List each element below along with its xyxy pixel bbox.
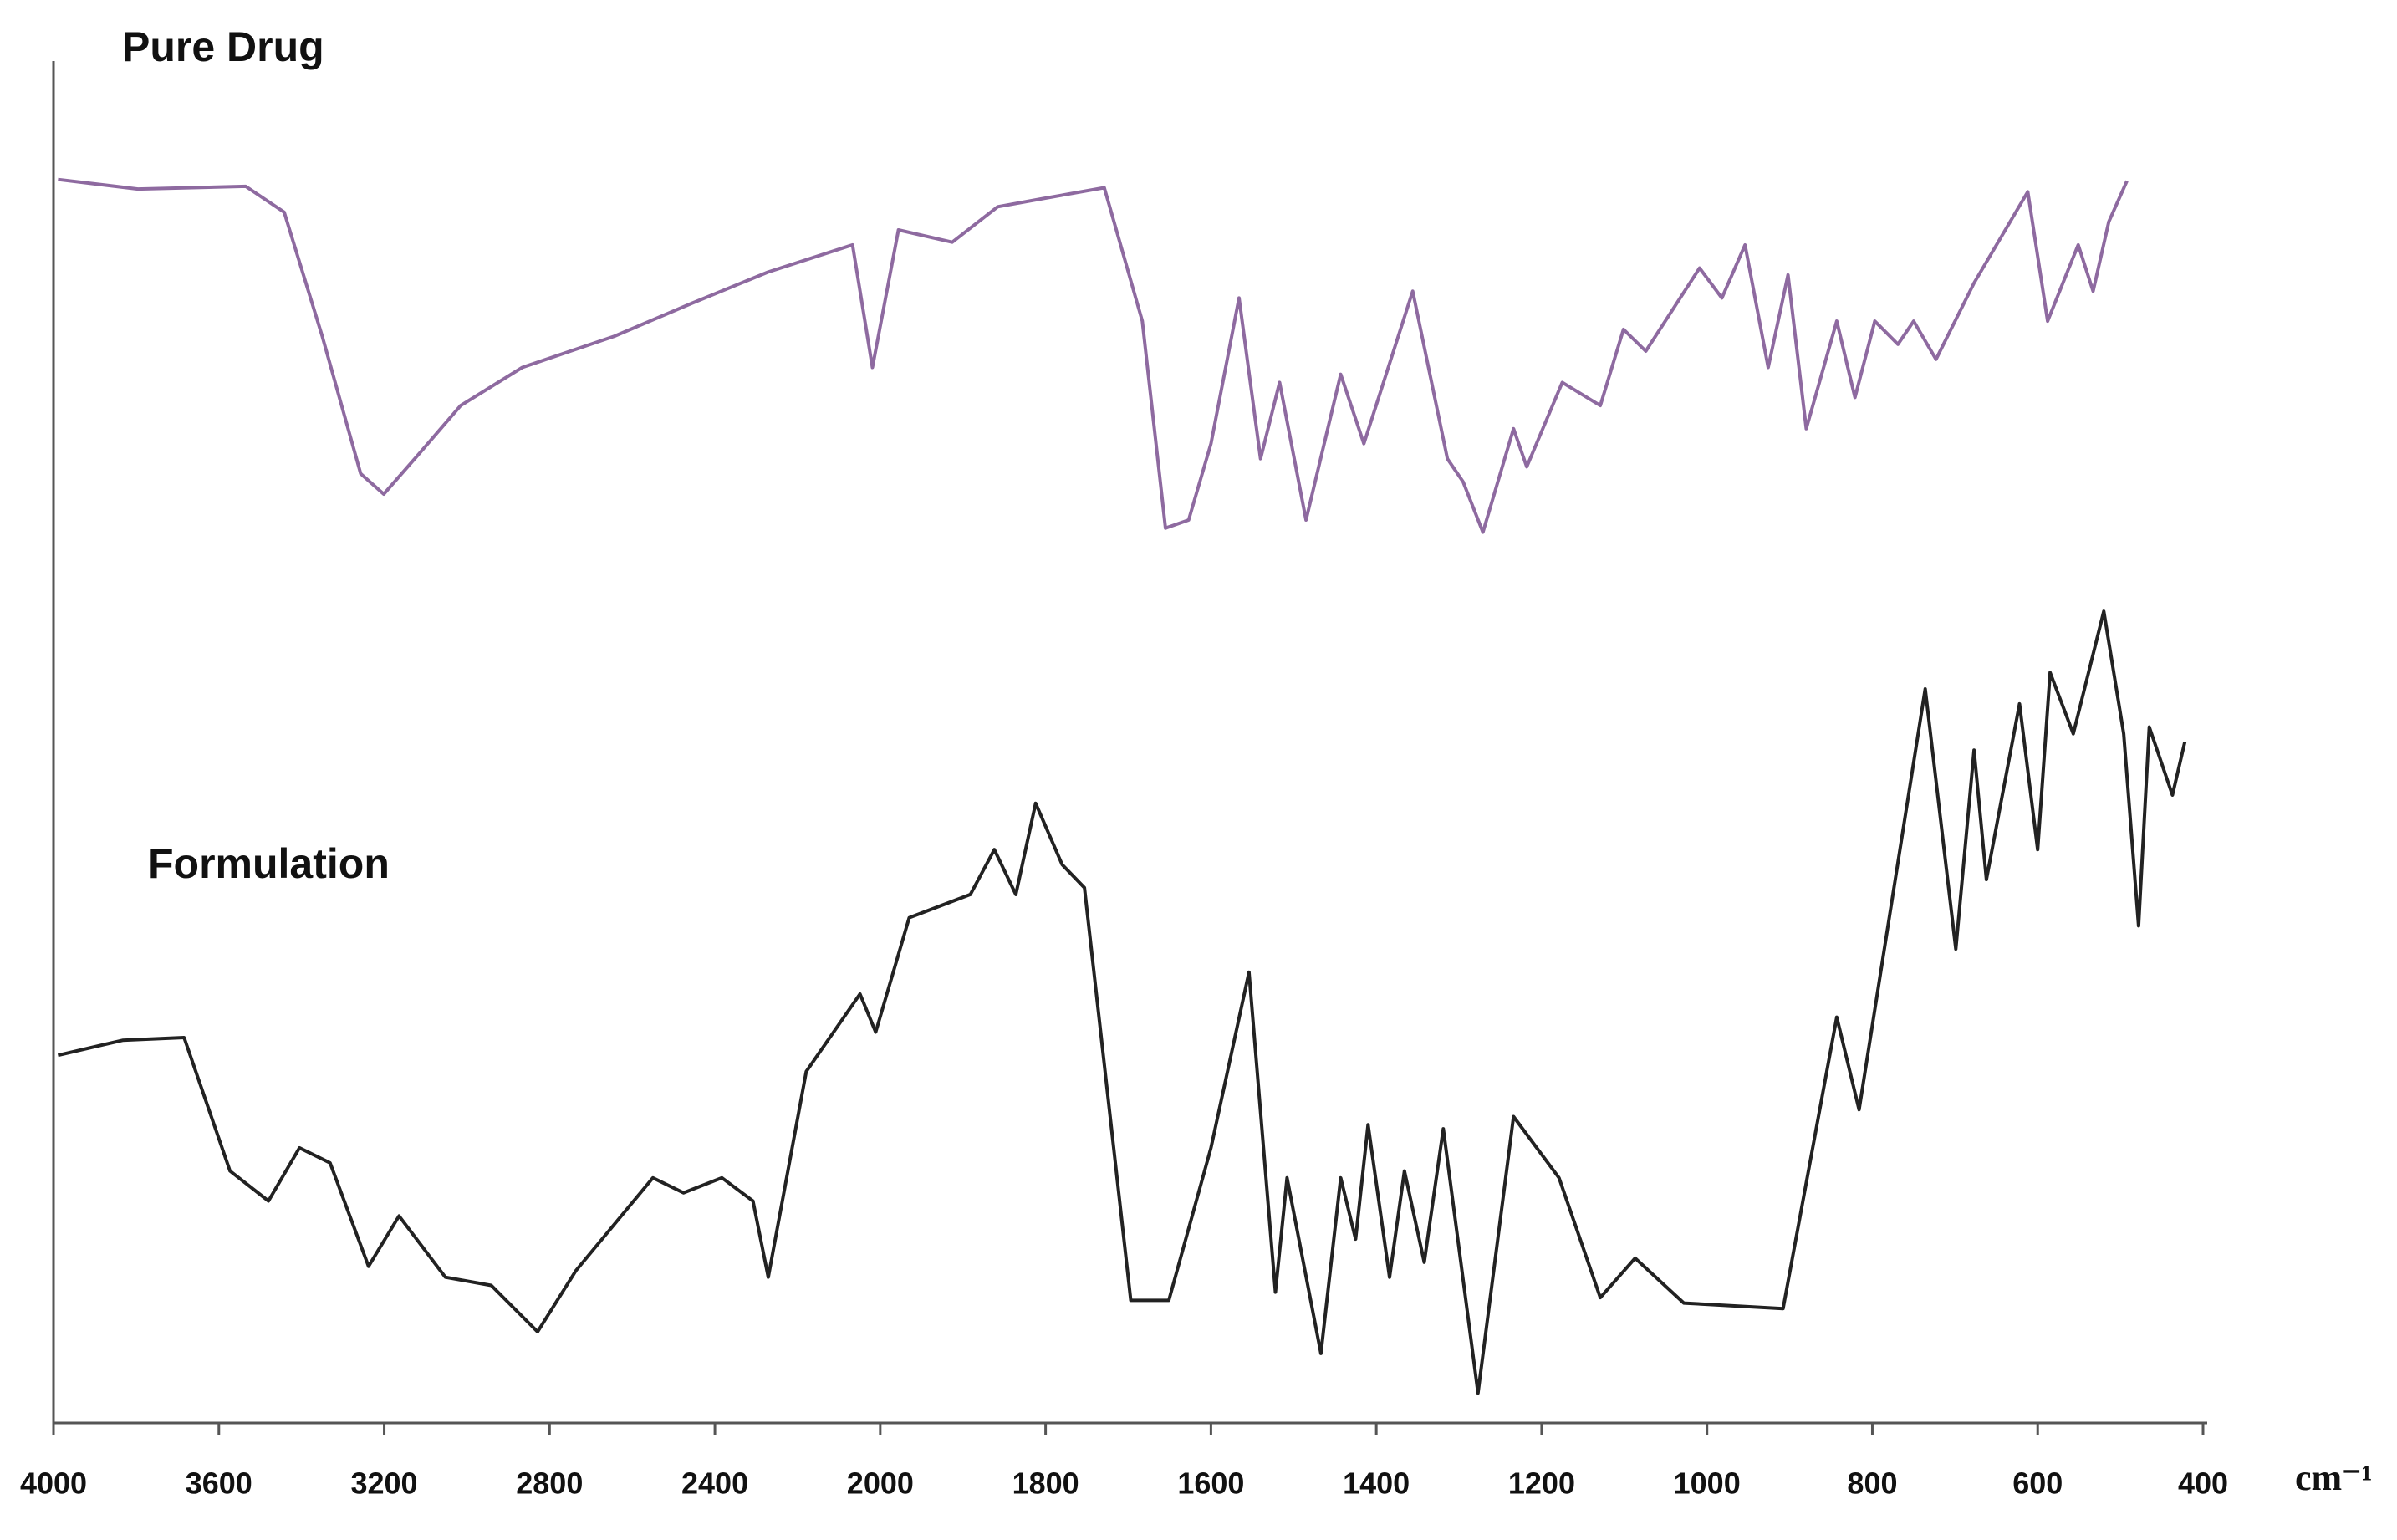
- x-tick-label: 2400: [681, 1466, 748, 1501]
- series-label: Pure Drug: [122, 23, 324, 70]
- x-tick-label: 3600: [186, 1466, 252, 1501]
- x-tick-label: 1000: [1674, 1466, 1741, 1501]
- x-tick-label: 600: [2012, 1466, 2063, 1501]
- x-tick-label: 400: [2178, 1466, 2228, 1501]
- spectrum-line: [57, 609, 2187, 1395]
- x-tick-label: 1200: [1508, 1466, 1575, 1501]
- x-axis-label: cm⁻¹: [2295, 1457, 2373, 1498]
- series-label: Formulation: [148, 840, 390, 887]
- x-tick-label: 800: [1847, 1466, 1897, 1501]
- x-tick-label: 1400: [1343, 1466, 1410, 1501]
- spectrum-line: [58, 177, 2129, 534]
- x-tick-label: 1600: [1177, 1466, 1244, 1501]
- x-tick-label: 2000: [847, 1466, 914, 1501]
- x-tick-label: 1800: [1012, 1466, 1079, 1501]
- x-tick-label: 3200: [350, 1466, 417, 1501]
- x-tick-label: 4000: [20, 1466, 87, 1501]
- x-tick-label: 2800: [516, 1466, 583, 1501]
